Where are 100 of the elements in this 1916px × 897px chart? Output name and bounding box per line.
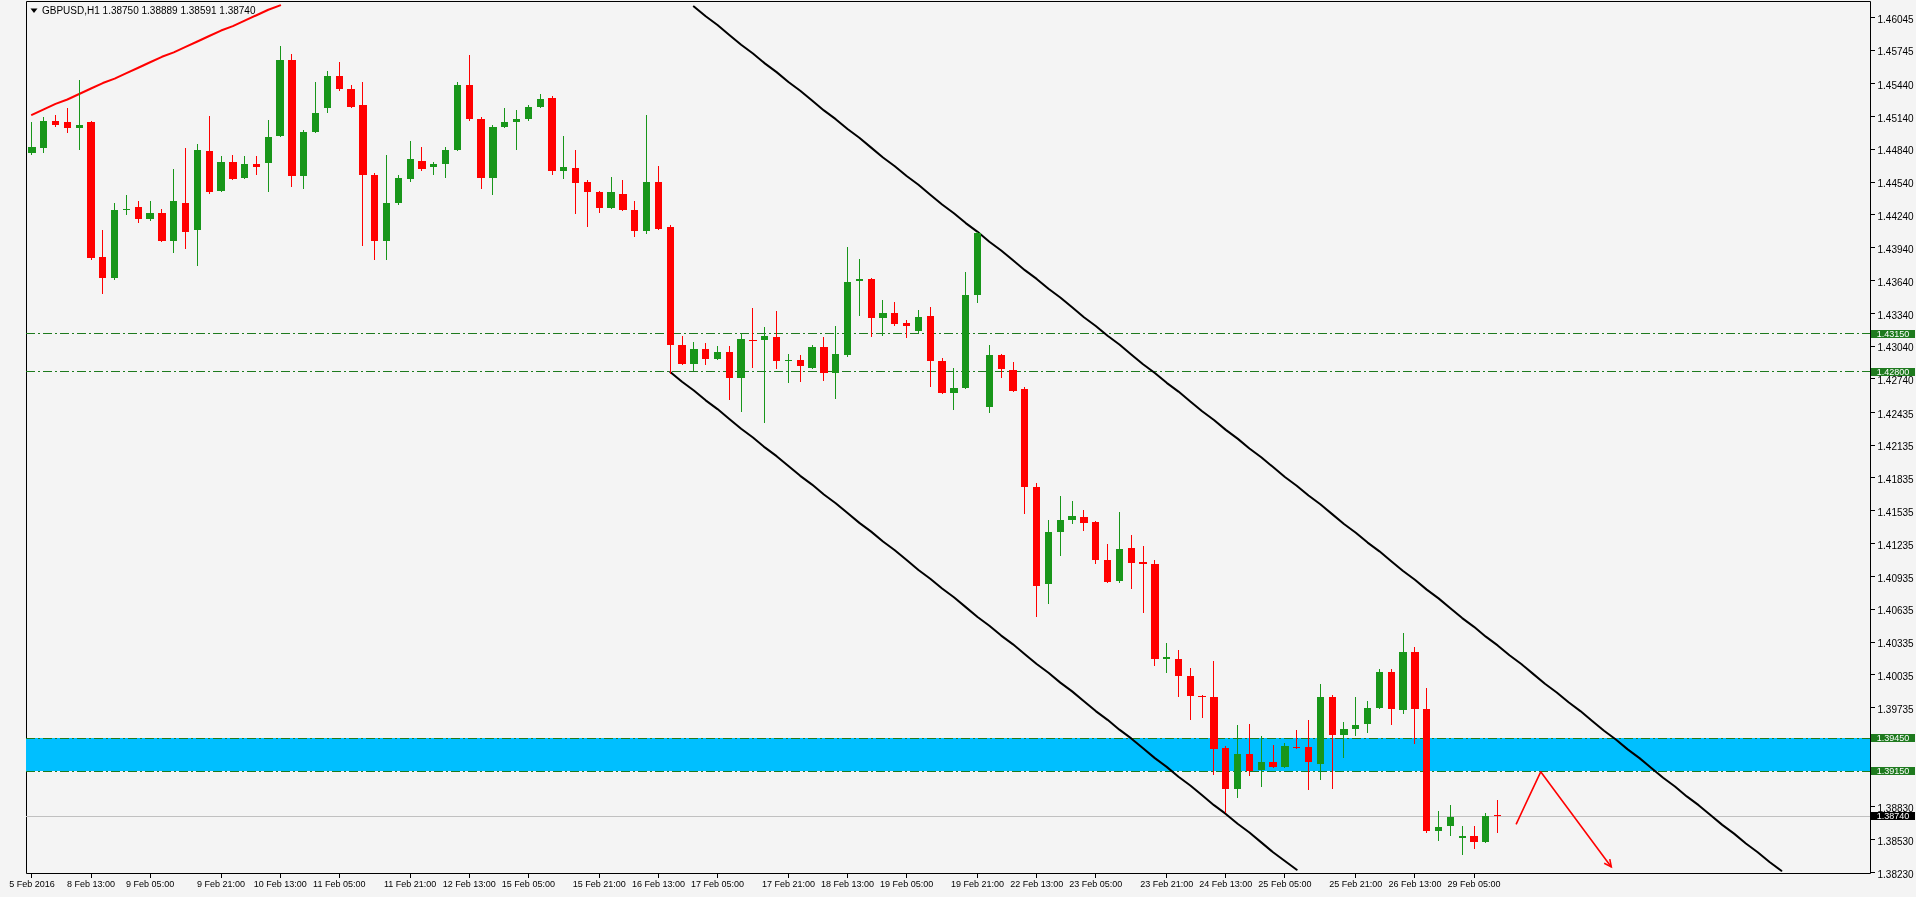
y-tick-label: 1.44540	[1877, 178, 1915, 190]
y-tick-label: 1.40635	[1877, 605, 1915, 617]
candlestick	[1198, 694, 1206, 719]
x-tick-label: 19 Feb 05:00	[880, 878, 934, 889]
candlestick	[99, 229, 107, 295]
candlestick	[1186, 667, 1194, 721]
x-tick-label: 19 Feb 21:00	[951, 878, 1005, 889]
candlestick	[1446, 804, 1455, 837]
x-tick-label: 12 Feb 13:00	[442, 878, 496, 889]
x-tick-label: 23 Feb 05:00	[1069, 878, 1123, 889]
x-tick-label: 5 Feb 2016	[9, 878, 55, 889]
x-tick-label: 9 Feb 21:00	[197, 878, 246, 889]
candlestick	[1269, 744, 1277, 769]
x-tick-label: 16 Feb 13:00	[631, 878, 685, 889]
y-tick-label: 1.39735	[1877, 703, 1915, 715]
y-tick-label: 1.44840	[1877, 145, 1915, 157]
x-tick-label: 8 Feb 13:00	[66, 878, 116, 889]
candlestick	[347, 84, 355, 109]
candlestick	[1340, 721, 1348, 759]
candlestick	[891, 301, 899, 327]
candlestick	[560, 135, 568, 180]
ref-line-label: 1.39450	[1876, 733, 1910, 744]
x-tick-label: 29 Feb 05:00	[1447, 878, 1501, 889]
candlestick	[571, 149, 580, 215]
candlestick	[1257, 735, 1265, 788]
candlestick	[749, 307, 757, 369]
candlestick	[914, 309, 923, 334]
ref-line-label: 1.43150	[1876, 328, 1910, 339]
x-tick-label: 23 Feb 21:00	[1140, 878, 1194, 889]
line-series	[669, 370, 1298, 871]
x-tick-label: 17 Feb 05:00	[690, 878, 745, 889]
candlestick	[702, 342, 710, 366]
y-tick-label: 1.42435	[1877, 408, 1915, 420]
y-tick-label: 1.40935	[1877, 572, 1915, 584]
y-tick-label: 1.41535	[1877, 507, 1915, 518]
y-tick-label: 1.41835	[1877, 474, 1915, 486]
y-tick-label: 1.43040	[1877, 342, 1915, 354]
candlestick	[1470, 825, 1478, 850]
chart-title: GBPUSD,H1 1.38750 1.38889 1.38591 1.38740	[42, 5, 256, 16]
candlestick	[678, 335, 686, 366]
candlestick	[441, 146, 450, 179]
candlestick	[879, 299, 887, 337]
y-tick-label: 1.41235	[1877, 539, 1915, 551]
candlestick	[1174, 649, 1183, 698]
ref-line-label: 1.42800	[1876, 366, 1910, 377]
x-tick-label: 22 Feb 13:00	[1010, 878, 1064, 889]
x-tick-label: 15 Feb 21:00	[572, 878, 626, 889]
y-tick-label: 1.43940	[1877, 243, 1915, 255]
y-tick-label: 1.45140	[1877, 112, 1915, 124]
y-tick-label: 1.44240	[1877, 211, 1915, 223]
y-tick-label: 1.42135	[1877, 441, 1915, 453]
candlestick	[1127, 534, 1135, 590]
x-tick-label: 25 Feb 05:00	[1258, 878, 1312, 889]
x-tick-label: 25 Feb 21:00	[1329, 878, 1383, 889]
candlestick	[997, 353, 1005, 379]
candlestick	[832, 325, 840, 400]
candlestick	[950, 367, 958, 411]
y-tick-label: 1.46045	[1877, 13, 1915, 25]
x-tick-label: 18 Feb 13:00	[821, 878, 875, 889]
x-tick-label: 11 Feb 21:00	[383, 878, 437, 889]
candlestick	[1068, 500, 1076, 525]
y-tick-label: 1.43640	[1877, 276, 1915, 288]
candlestick	[607, 176, 615, 210]
candlestick	[1363, 700, 1372, 734]
candlestick	[1245, 723, 1254, 777]
candlestick	[1304, 719, 1313, 791]
candlestick	[1056, 495, 1064, 557]
candlestick	[1163, 642, 1171, 674]
candlestick	[501, 107, 509, 129]
y-tick-label: 1.40335	[1877, 638, 1915, 650]
y-tick-label: 1.43340	[1877, 309, 1915, 321]
y-tick-label: 1.45745	[1877, 46, 1915, 58]
x-tick-label: 11 Feb 05:00	[313, 878, 366, 889]
y-tick-label: 1.40035	[1877, 671, 1915, 683]
candlestick	[134, 200, 142, 224]
y-tick-label: 1.42740	[1877, 375, 1915, 387]
candlestick	[595, 190, 603, 214]
candlestick	[335, 61, 343, 92]
x-tick-label: 26 Feb 13:00	[1388, 878, 1442, 889]
y-tick-label: 1.38230	[1877, 868, 1915, 880]
ref-line-label: 1.39150	[1876, 766, 1910, 777]
candlestick	[241, 155, 249, 180]
y-tick-label: 1.38530	[1877, 835, 1915, 847]
candlestick	[808, 344, 816, 370]
candlestick	[619, 179, 627, 212]
candlestick	[311, 81, 320, 134]
candlestick	[690, 341, 698, 372]
y-tick-label: 1.45440	[1877, 79, 1915, 91]
candlestick	[1080, 509, 1088, 532]
candlestick	[1139, 545, 1147, 614]
x-tick-label: 24 Feb 13:00	[1199, 878, 1253, 889]
candlestick	[406, 140, 414, 183]
candlestick	[1352, 696, 1360, 737]
candlestick	[1281, 742, 1289, 769]
candlestick	[146, 200, 154, 222]
candlestick	[1103, 543, 1112, 584]
candlestick	[63, 107, 72, 134]
candlestick	[28, 121, 36, 156]
candlestick	[418, 146, 426, 172]
candlestick	[229, 154, 237, 181]
